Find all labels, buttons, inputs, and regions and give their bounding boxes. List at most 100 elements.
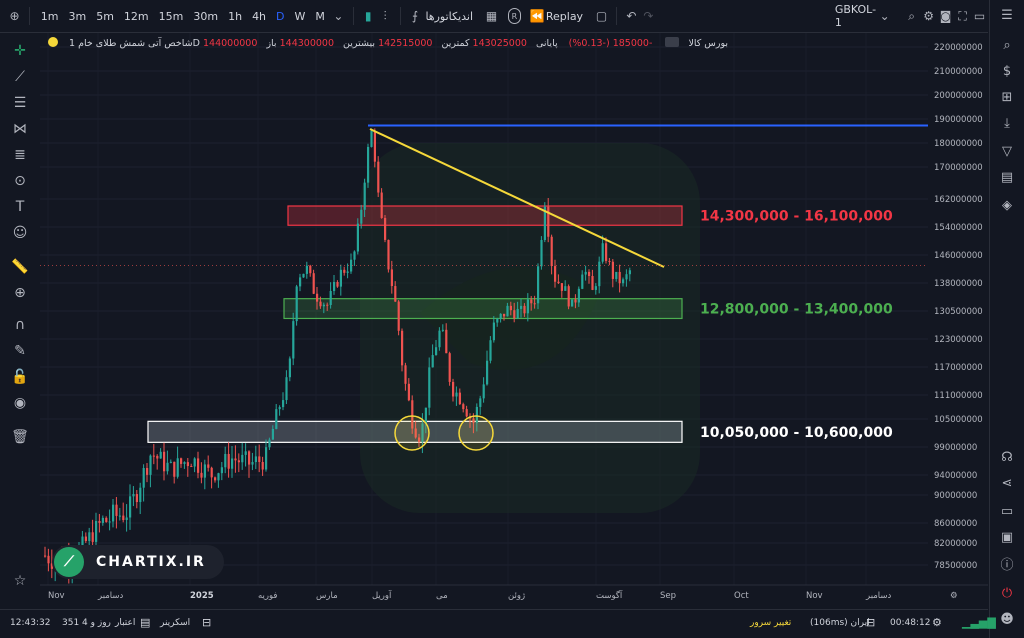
menu-icon[interactable]: ☰ [1001,8,1013,23]
pencil-lock-icon[interactable]: ✎ [14,343,26,359]
power-icon[interactable]: ⏻ [1001,586,1013,601]
fullscreen-box-icon[interactable]: ▢ [595,9,608,23]
redo-icon[interactable]: ↷ [643,9,654,23]
credit-label: اعتبار [115,618,136,628]
indicators-button[interactable]: اندیکاتورها [425,9,474,23]
search-icon[interactable]: ⌕ [908,8,915,23]
candles-icon[interactable]: ▮ [364,9,372,23]
minimize-icon[interactable]: ▭ [973,9,986,23]
settings-icon[interactable]: ⚙ [932,616,942,629]
crosshair-icon[interactable]: ✛ [14,43,26,59]
timeframe-W[interactable]: W [294,9,306,23]
candle-body [346,271,349,273]
timeframe-30m[interactable]: 30m [193,9,219,23]
candle-body [560,283,563,291]
pattern-icon[interactable]: ⋈ [13,121,27,137]
legend-exchange: بورس کالا [688,38,729,49]
chevron-down-icon[interactable]: ⌄ [879,9,890,23]
candle-body [81,536,84,547]
layers-icon[interactable]: ◈ [1002,198,1012,213]
server-icon: ⊟ [866,616,876,629]
headset-icon[interactable]: ☊ [1001,450,1013,465]
price-axis-bg [928,33,988,603]
camera-icon[interactable]: ◙ [939,9,952,23]
maximize-icon[interactable]: ⛶ [958,8,967,23]
alert-icon[interactable]: R [508,8,521,24]
candle-body [152,455,155,457]
star-icon[interactable]: ☆ [13,573,27,589]
timeframe-M[interactable]: M [315,9,325,23]
timeframe-5m[interactable]: 5m [96,9,114,23]
candle-body [486,360,489,385]
candle-body [520,305,523,309]
trash-icon[interactable]: 🗑 [11,429,29,445]
timeframe-15m[interactable]: 15m [158,9,184,23]
replay-button[interactable]: Replay [545,9,584,23]
candle-body [455,392,458,397]
zone-label: 10,050,000 - 10,600,000 [700,425,893,441]
plus-box-icon[interactable]: ⊞ [1001,90,1013,105]
text-icon[interactable]: T [15,199,25,215]
screener-button[interactable]: اسکرینر [160,618,191,628]
add-symbol-icon[interactable]: ⊕ [9,9,20,23]
fib-icon[interactable]: ≣ [14,147,26,163]
timeframe-1m[interactable]: 1m [40,9,59,23]
timeframe-4h[interactable]: 4h [252,9,267,23]
calendar-icon[interactable]: ▤ [1000,170,1014,185]
monitor-icon[interactable]: ▣ [1000,530,1014,545]
trendline-icon[interactable]: ⟋ [15,69,25,85]
lock-icon[interactable]: 🔓 [11,369,29,385]
candle-body [316,293,319,302]
undo-icon[interactable]: ↶ [626,9,637,23]
candle-body [411,400,414,429]
timeframe-D[interactable]: D [276,9,285,23]
candle-body [390,269,393,287]
zoom-in-icon[interactable]: ⊕ [14,285,26,301]
candle-body [108,521,111,523]
candle-body [200,472,203,478]
candle-body [438,330,441,348]
timeframe-1h[interactable]: 1h [228,9,243,23]
candle-body [271,428,274,440]
candle-body [295,286,298,322]
price-chart[interactable]: 14,300,000 - 16,100,000 12,800,000 - 13,4… [40,33,988,603]
layouts-icon[interactable]: ▦ [485,9,498,23]
chart-style-icon[interactable]: ⫶ [383,8,387,23]
candle-body [299,277,302,287]
timeframe-12m[interactable]: 12m [123,9,149,23]
screener-icon[interactable]: ⊟ [202,616,212,629]
gear-icon[interactable]: ⚙ [923,9,934,23]
background-logo [360,143,700,513]
candle-body [135,494,138,503]
candle-body [414,428,417,438]
magnet-icon[interactable]: ∩ [14,317,26,333]
info-icon[interactable]: ⓘ [1000,558,1014,573]
legend-collapse-icon[interactable] [665,37,680,47]
download-icon[interactable]: ⤓ [1004,116,1010,131]
dollar-icon[interactable]: $ [1002,64,1012,79]
horizontal-lines-icon[interactable]: ☰ [13,95,27,111]
indicators-icon[interactable]: ⨍ [411,9,419,23]
avatar[interactable]: ☻ [1000,612,1014,627]
search-icon[interactable]: ⌕ [1003,38,1011,53]
calendar-icon[interactable]: ▤ [140,616,151,629]
candle-body [241,454,244,463]
price-tick-label: 90000000 [934,491,977,501]
symbol-select[interactable]: GBKOL-1 [834,3,877,29]
ruler-icon[interactable]: 📏 [11,259,29,275]
candle-body [479,398,482,407]
chevron-down-icon[interactable]: ⌄ [333,9,344,23]
candle-body [47,555,50,564]
emoji-icon[interactable]: ☺ [12,225,28,241]
share-icon[interactable]: ⋖ [1001,476,1013,491]
eye-icon[interactable]: ◉ [13,395,27,411]
card-icon[interactable]: ▭ [1000,504,1014,519]
replay-icon[interactable]: ⏪ [529,9,545,23]
filter-icon[interactable]: ▽ [1002,144,1012,159]
brush-icon[interactable]: ⊙ [14,173,26,189]
server-change-button[interactable]: تغییر سرور [750,618,792,628]
bottom-bar: 12:43:32 351 روز و 4 اعتبار ▤ اسکرینر ⊟ … [0,609,996,638]
watermark: ⟋ CHARTIX.IR [52,545,224,579]
candle-body [421,423,424,442]
timeframe-3m[interactable]: 3m [68,9,87,23]
